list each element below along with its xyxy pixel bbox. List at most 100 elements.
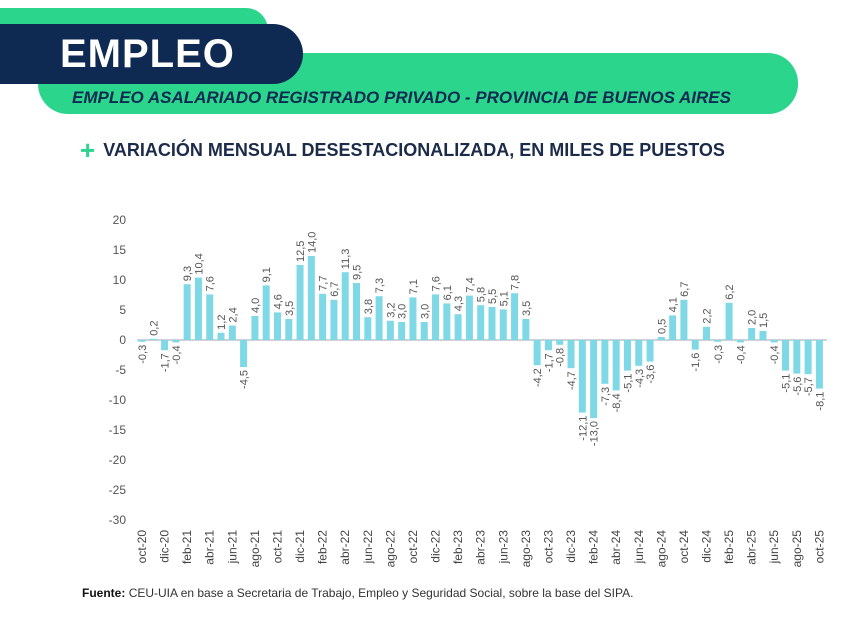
- x-tick-label: jun-24: [632, 530, 646, 565]
- bar-value-label: -1,7: [543, 353, 555, 372]
- bar: [477, 305, 485, 340]
- bar-value-label: 5,8: [476, 287, 488, 302]
- bar: [590, 340, 598, 418]
- bar-value-label: 7,3: [374, 278, 386, 293]
- bar-value-label: -4,2: [532, 368, 544, 387]
- x-tick-label: oct-20: [135, 530, 149, 564]
- bar: [714, 340, 722, 342]
- bar: [736, 340, 744, 343]
- y-tick-label: 20: [113, 213, 127, 227]
- bar: [420, 322, 428, 340]
- plus-icon: +: [80, 135, 96, 165]
- bar: [251, 316, 259, 340]
- bar: [262, 285, 270, 340]
- bar-value-label: 1,2: [216, 315, 228, 330]
- bar: [273, 312, 281, 340]
- bar: [375, 296, 383, 340]
- bar-value-label: -0,8: [555, 348, 567, 367]
- bar: [161, 340, 169, 351]
- bar: [578, 340, 586, 413]
- bar: [782, 340, 790, 371]
- y-tick-label: -10: [109, 393, 127, 407]
- bar: [646, 340, 654, 362]
- bar-value-label: 11,3: [340, 249, 352, 270]
- x-tick-label: jun-23: [496, 530, 510, 565]
- x-tick-label: dic-24: [700, 530, 714, 563]
- bar: [364, 317, 372, 340]
- y-tick-label: -30: [109, 513, 127, 527]
- bar: [307, 256, 315, 340]
- bar: [623, 340, 631, 371]
- bar-value-label: 3,5: [521, 301, 533, 316]
- bar: [138, 340, 146, 342]
- x-tick-label: oct-23: [541, 530, 555, 564]
- bar-value-label: 2,0: [747, 310, 759, 325]
- bar-value-label: 7,6: [431, 276, 443, 291]
- y-tick-label: -20: [109, 453, 127, 467]
- bar-value-label: -0,4: [735, 345, 747, 364]
- page-subtitle: EMPLEO ASALARIADO REGISTRADO PRIVADO - P…: [72, 88, 731, 107]
- bar-value-label: -5,7: [803, 377, 815, 396]
- bar: [285, 319, 293, 340]
- x-tick-label: dic-21: [293, 530, 307, 563]
- y-tick-label: 15: [113, 243, 127, 257]
- bar-value-label: 4,3: [453, 296, 465, 311]
- bar-value-label: 0,5: [656, 319, 668, 334]
- x-tick-label: oct-25: [812, 530, 826, 564]
- bar: [183, 284, 191, 340]
- bar: [296, 265, 304, 340]
- bar: [567, 340, 575, 369]
- bar: [522, 319, 530, 340]
- bar-value-label: 6,1: [442, 285, 454, 300]
- bar: [228, 325, 236, 340]
- x-tick-label: abr-24: [609, 530, 623, 565]
- bar-value-label: 0,2: [148, 321, 160, 336]
- bar-value-label: 4,6: [272, 294, 284, 309]
- x-tick-label: ago-24: [654, 530, 668, 568]
- bar-value-label: 9,1: [261, 267, 273, 282]
- x-tick-label: feb-21: [180, 530, 194, 564]
- bar: [499, 309, 507, 340]
- x-tick-label: oct-22: [406, 530, 420, 564]
- bar-value-label: -8,4: [611, 393, 623, 412]
- bar: [409, 297, 417, 340]
- x-tick-label: ago-25: [790, 530, 804, 568]
- x-tick-label: feb-24: [587, 530, 601, 564]
- bar-value-label: -5,1: [781, 374, 793, 393]
- x-tick-label: jun-21: [225, 530, 239, 565]
- bar-value-label: -0,3: [137, 345, 149, 364]
- bar-value-label: 3,0: [397, 304, 409, 319]
- bar-value-label: 7,4: [464, 277, 476, 292]
- chart-heading: + VARIACIÓN MENSUAL DESESTACIONALIZADA, …: [80, 137, 725, 163]
- x-tick-label: jun-25: [767, 530, 781, 565]
- bar: [815, 340, 823, 389]
- bar-value-label: 9,3: [182, 266, 194, 281]
- bar-value-label: 7,1: [408, 279, 420, 294]
- bar-value-label: 3,2: [385, 303, 397, 318]
- bar-value-label: 7,6: [205, 276, 217, 291]
- bar-value-label: -0,3: [713, 345, 725, 364]
- source-text: CEU-UIA en base a Secretaria de Trabajo,…: [128, 586, 634, 600]
- source-label: Fuente:: [82, 586, 126, 600]
- bar-value-label: 5,1: [498, 291, 510, 306]
- bar-value-label: 7,8: [510, 275, 522, 290]
- x-tick-label: ago-21: [248, 530, 262, 568]
- x-tick-label: feb-23: [451, 530, 465, 564]
- bar: [443, 303, 451, 340]
- bar-value-label: 4,0: [250, 298, 262, 313]
- bar: [353, 283, 361, 340]
- x-tick-label: feb-25: [722, 530, 736, 564]
- y-tick-label: -25: [109, 483, 127, 497]
- header-badge: EMPLEO: [0, 24, 303, 84]
- bar: [488, 307, 496, 340]
- bar-value-label: -13,0: [589, 421, 601, 446]
- bar: [240, 340, 248, 367]
- bar: [725, 302, 733, 340]
- bar-value-label: -1,7: [160, 353, 172, 372]
- x-tick-label: abr-22: [338, 530, 352, 565]
- x-tick-label: oct-24: [677, 530, 691, 564]
- bar-value-label: 2,2: [702, 309, 714, 324]
- bar: [703, 326, 710, 340]
- bar: [748, 328, 756, 340]
- bar-value-label: 6,7: [329, 282, 341, 297]
